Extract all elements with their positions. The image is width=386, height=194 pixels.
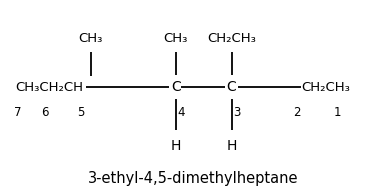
- Text: 4: 4: [177, 106, 185, 119]
- Text: 3: 3: [233, 106, 241, 119]
- Text: CH₃CH₂CH: CH₃CH₂CH: [15, 81, 83, 94]
- Text: 5: 5: [77, 106, 85, 119]
- Text: H: H: [171, 139, 181, 152]
- Text: C: C: [227, 80, 237, 94]
- Text: 2: 2: [293, 106, 301, 119]
- Text: 3-ethyl-4,5-dimethylheptane: 3-ethyl-4,5-dimethylheptane: [88, 171, 298, 186]
- Text: C: C: [171, 80, 181, 94]
- Text: 7: 7: [14, 106, 21, 119]
- Text: CH₂CH₃: CH₂CH₃: [301, 81, 350, 94]
- Text: 1: 1: [334, 106, 342, 119]
- Text: CH₃: CH₃: [78, 32, 103, 45]
- Text: H: H: [227, 139, 237, 152]
- Text: CH₃: CH₃: [163, 32, 188, 45]
- Text: CH₂CH₃: CH₂CH₃: [207, 32, 256, 45]
- Text: 6: 6: [41, 106, 48, 119]
